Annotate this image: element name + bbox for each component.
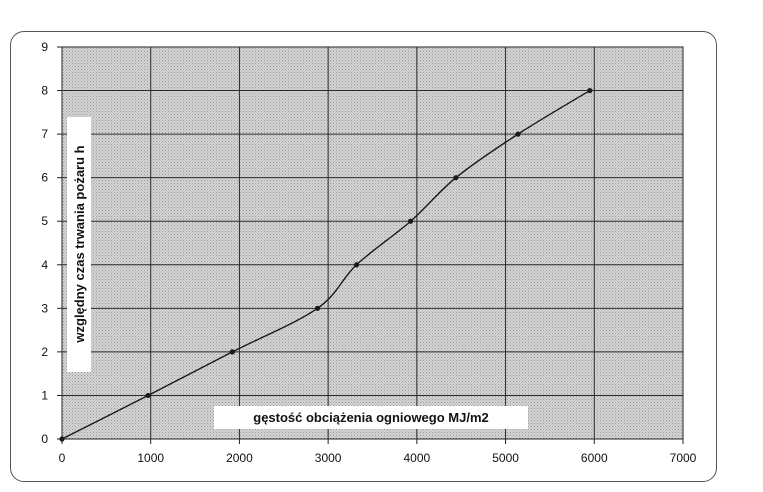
y-tick-label: 0 (41, 432, 48, 446)
x-tick-label: 6000 (581, 451, 608, 465)
data-point (587, 87, 593, 94)
y-tick-label: 6 (41, 171, 48, 185)
x-axis-label: gęstość obciążenia ogniowego MJ/m2 (253, 410, 489, 425)
data-point (515, 131, 521, 137)
x-tick-label: 1000 (137, 451, 164, 465)
y-tick-label: 8 (41, 84, 48, 98)
series-markers (59, 87, 593, 442)
y-tick-label: 2 (41, 345, 48, 359)
data-point (408, 218, 414, 224)
data-point (353, 262, 360, 268)
x-tick-labels: 0 1000 2000 3000 4000 5000 6000 7000 (59, 451, 697, 465)
x-axis-label-box (214, 406, 528, 429)
y-tick-label: 9 (41, 40, 48, 54)
x-tick-label: 5000 (492, 451, 519, 465)
y-tick-label: 3 (41, 301, 48, 315)
data-point (314, 305, 321, 311)
data-point (229, 349, 235, 355)
x-tick-label: 2000 (226, 451, 253, 465)
y-tick-label: 7 (41, 127, 48, 141)
y-axis-label: względny czas trwania pożaru h (72, 145, 87, 343)
data-point (145, 392, 151, 399)
data-point (59, 436, 65, 442)
x-tick-label: 4000 (404, 451, 431, 465)
y-tick-label: 4 (41, 258, 48, 272)
y-tick-label: 5 (41, 214, 48, 228)
y-tick-labels: 0 1 2 3 4 5 6 7 8 9 (41, 40, 48, 446)
gridlines (57, 46, 684, 444)
plot-area (61, 46, 684, 440)
x-tick-label: 0 (59, 451, 66, 465)
x-tick-label: 3000 (315, 451, 342, 465)
y-axis-label-box (67, 117, 91, 372)
data-point (453, 175, 459, 181)
x-tick-label: 7000 (670, 451, 697, 465)
y-tick-label: 1 (41, 388, 48, 402)
